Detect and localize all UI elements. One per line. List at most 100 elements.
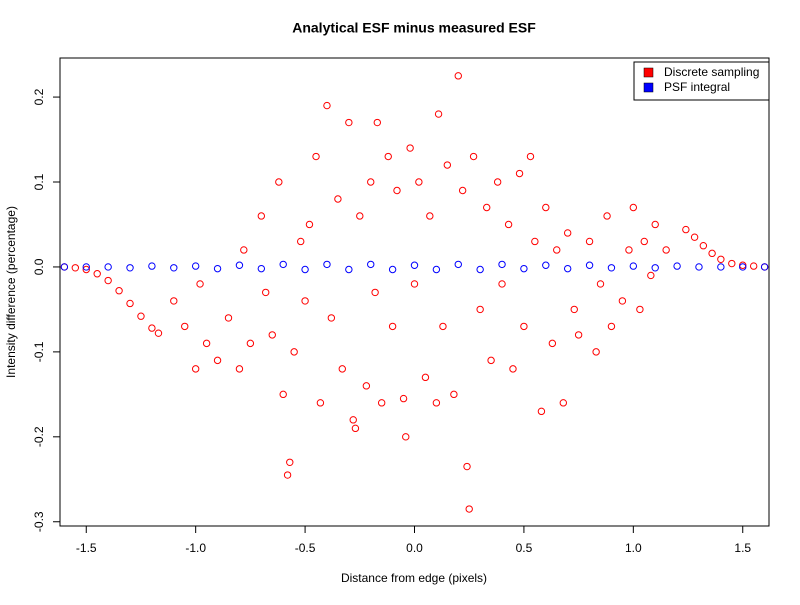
point: [181, 322, 189, 331]
point: [388, 265, 397, 274]
y-tick-label: 0.0: [32, 258, 46, 275]
point: [469, 152, 478, 161]
point: [563, 264, 572, 273]
point: [592, 348, 600, 356]
point: [297, 237, 305, 246]
legend-box: [633, 61, 770, 101]
point: [316, 399, 325, 407]
x-axis-label: Distance from edge (pixels): [341, 571, 487, 585]
point: [739, 263, 747, 271]
point: [483, 203, 491, 212]
point: [415, 178, 423, 186]
point: [463, 462, 471, 471]
point: [384, 152, 392, 161]
point: [115, 287, 123, 295]
x-tick-label: 1.5: [734, 541, 751, 555]
point: [371, 288, 379, 297]
point: [82, 265, 90, 274]
point: [71, 264, 80, 272]
point: [126, 264, 134, 272]
legend-swatch: [643, 67, 654, 78]
point: [651, 264, 659, 272]
point: [629, 262, 638, 270]
point: [235, 261, 244, 269]
point: [402, 433, 410, 441]
legend-label: PSF integral: [664, 80, 730, 94]
point: [432, 265, 441, 274]
point: [235, 365, 244, 373]
point: [388, 322, 397, 331]
point: [305, 220, 314, 229]
point: [367, 260, 375, 269]
x-tick-label: -0.5: [295, 541, 316, 555]
point: [574, 331, 583, 339]
point: [728, 259, 736, 268]
point: [603, 212, 611, 220]
point: [542, 261, 550, 269]
point: [312, 152, 320, 161]
point: [410, 261, 419, 269]
point: [224, 314, 233, 322]
point: [636, 305, 644, 314]
point: [476, 265, 484, 274]
point: [377, 399, 386, 407]
point: [345, 118, 353, 127]
point: [421, 373, 430, 382]
point: [373, 118, 381, 127]
point: [170, 297, 178, 305]
point: [498, 280, 506, 288]
point: [695, 263, 703, 271]
point: [487, 356, 495, 365]
point: [170, 264, 178, 272]
point: [104, 276, 112, 285]
point: [191, 262, 200, 270]
point: [498, 260, 506, 269]
point: [570, 305, 578, 314]
point: [327, 314, 336, 322]
point: [279, 260, 287, 269]
point: [537, 407, 546, 416]
point: [367, 178, 375, 186]
point: [434, 110, 443, 118]
point: [526, 152, 535, 161]
point: [202, 339, 211, 348]
point: [493, 178, 502, 186]
point: [559, 399, 568, 407]
y-tick-label: 0.2: [32, 88, 46, 105]
point: [338, 365, 346, 373]
point: [520, 264, 528, 273]
point: [690, 233, 699, 241]
point: [454, 72, 462, 80]
x-tick-label: -1.5: [76, 541, 97, 555]
point: [351, 424, 360, 433]
point: [531, 237, 539, 246]
point: [60, 263, 69, 271]
point: [246, 339, 255, 348]
point: [432, 399, 441, 407]
point: [334, 195, 342, 203]
point: [458, 186, 467, 195]
point: [717, 255, 725, 263]
point: [196, 280, 204, 288]
point: [406, 144, 414, 152]
point: [154, 329, 163, 337]
point: [261, 288, 270, 297]
point: [760, 263, 769, 271]
x-tick-label: 0.5: [516, 541, 533, 555]
x-tick-label: 1.0: [625, 541, 642, 555]
point: [509, 365, 517, 373]
point: [443, 161, 452, 169]
point: [356, 212, 364, 220]
point: [640, 237, 648, 246]
chart-title: Analytical ESF minus measured ESF: [292, 20, 536, 36]
legend-swatch: [643, 82, 654, 93]
point: [82, 263, 90, 271]
point: [542, 203, 550, 212]
point: [301, 297, 309, 305]
point: [629, 203, 638, 212]
point: [213, 356, 222, 365]
point: [275, 178, 283, 186]
point: [439, 322, 447, 331]
point: [393, 186, 401, 195]
